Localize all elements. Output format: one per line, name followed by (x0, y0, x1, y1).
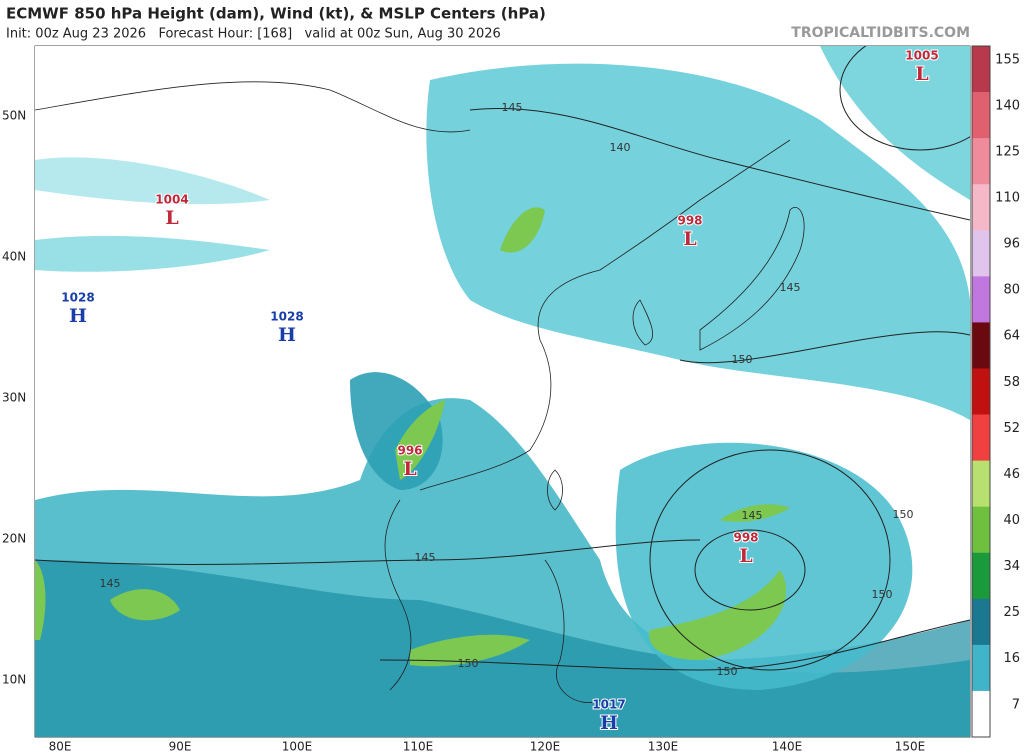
colorbar-segment (972, 460, 990, 508)
contour-label: 140 (610, 141, 631, 154)
subtitle: Init: 00z Aug 23 2026 Forecast Hour: [16… (6, 27, 501, 42)
center-symbol: L (683, 228, 696, 250)
lon-label: 150E (895, 740, 926, 754)
center-value: 998 (733, 531, 758, 545)
wind-shading (35, 46, 970, 737)
colorbar-label: 125 (995, 144, 1020, 159)
colorbar-segment (972, 506, 990, 554)
contour-label: 145 (502, 101, 523, 114)
center-value: 1028 (270, 310, 303, 324)
colorbar-label: 140 (995, 98, 1020, 113)
colorbar-segment (972, 92, 990, 139)
center-value: 998 (677, 214, 702, 228)
map-area (34, 45, 971, 738)
colorbar-label: 96 (1003, 237, 1020, 252)
center-value: 1017 (592, 698, 625, 712)
lon-label: 130E (648, 740, 679, 754)
colorbar-label: 46 (1003, 467, 1020, 482)
height-contours (35, 46, 970, 671)
contour-label: 145 (100, 577, 121, 590)
lat-label: 50N (2, 109, 26, 123)
colorbar-segment (972, 552, 990, 600)
contour-label: 150 (872, 588, 893, 601)
contour-label: 145 (742, 509, 763, 522)
colorbar-segment (972, 368, 990, 416)
center-value: 1028 (61, 291, 94, 305)
colorbar-segment (972, 644, 990, 692)
colorbar-segment (972, 414, 990, 462)
center-value: 996 (397, 444, 422, 458)
colorbar-segment (972, 598, 990, 646)
center-symbol: H (600, 712, 618, 734)
colorbar-label: 7 (1012, 697, 1020, 712)
center-symbol: L (403, 458, 416, 480)
lon-label: 140E (772, 740, 803, 754)
center-symbol: L (915, 63, 928, 85)
lat-label: 10N (2, 673, 26, 687)
colorbar-label: 58 (1003, 375, 1020, 390)
watermark: TROPICALTIDBITS.COM (791, 25, 970, 41)
colorbar-label: 52 (1003, 421, 1020, 436)
lat-label: 20N (2, 532, 26, 546)
colorbar-label: 110 (995, 191, 1020, 206)
colorbar-segment (972, 690, 990, 738)
lon-label: 90E (169, 740, 192, 754)
contour-label: 150 (458, 657, 479, 670)
colorbar-label: 25 (1003, 605, 1020, 620)
contour-label: 150 (732, 353, 753, 366)
colorbar-segment (972, 230, 990, 277)
center-symbol: H (278, 324, 296, 346)
colorbar-label: 40 (1003, 513, 1020, 528)
colorbar: 155 140 125 110 96 80 64 58 52 46 40 34 25 16 7 (971, 45, 1020, 738)
center-symbol: L (739, 545, 752, 567)
colorbar-segment (972, 322, 990, 369)
colorbar-label: 34 (1003, 559, 1020, 574)
center-value: 1004 (155, 193, 188, 207)
center-symbol: H (69, 305, 87, 327)
colorbar-segment (972, 276, 990, 323)
colorbar-label: 16 (1003, 651, 1020, 666)
title: ECMWF 850 hPa Height (dam), Wind (kt), &… (6, 5, 546, 23)
center-symbol: L (165, 207, 178, 229)
contour-label: 145 (780, 281, 801, 294)
colorbar-label: 155 (995, 52, 1020, 67)
contour-label: 145 (415, 551, 436, 564)
colorbar-frame (971, 45, 991, 738)
colorbar-segment (972, 46, 990, 93)
lat-label: 30N (2, 391, 26, 405)
lon-label: 110E (403, 740, 434, 754)
lon-label: 80E (49, 740, 72, 754)
lat-label: 40N (2, 250, 26, 264)
colorbar-label: 80 (1003, 283, 1020, 298)
colorbar-segment (972, 184, 990, 231)
contour-label: 150 (717, 665, 738, 678)
colorbar-segment (972, 138, 990, 185)
center-value: 1005 (905, 49, 938, 63)
coastlines (35, 81, 805, 703)
lon-label: 100E (282, 740, 313, 754)
lon-label: 120E (530, 740, 561, 754)
contour-label: 150 (893, 508, 914, 521)
colorbar-label: 64 (1003, 329, 1020, 344)
